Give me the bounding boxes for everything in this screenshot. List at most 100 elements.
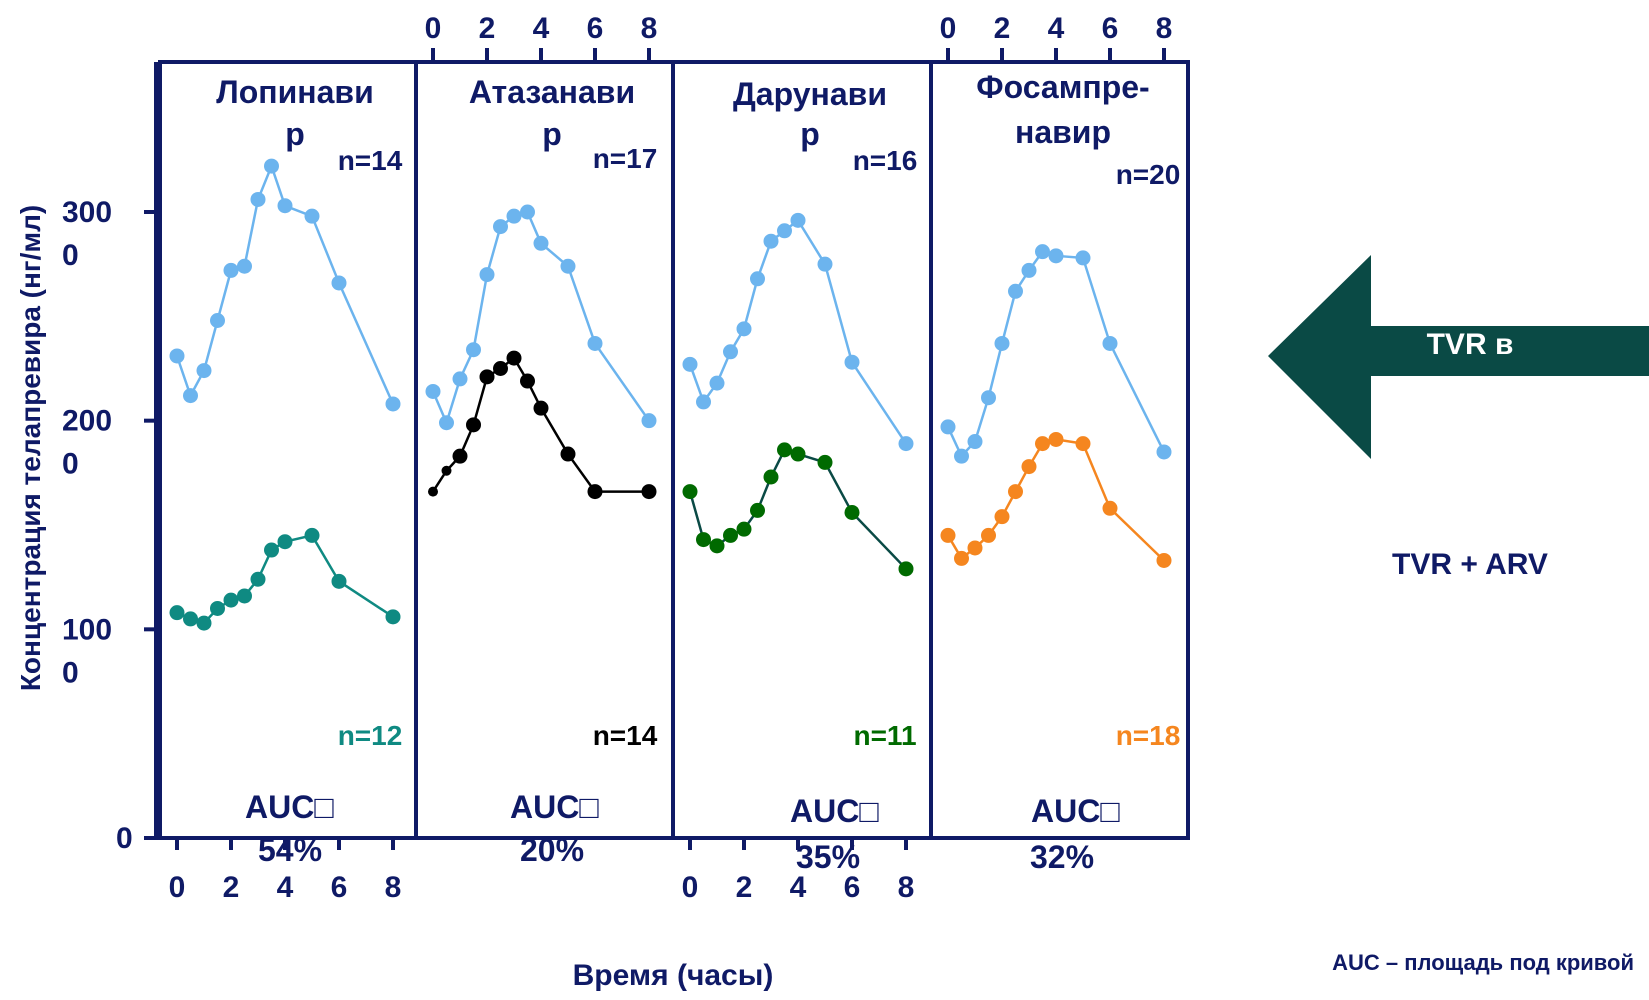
- data-point: [682, 356, 698, 372]
- data-point: [304, 527, 320, 543]
- data-point: [723, 527, 738, 543]
- data-point: [1035, 436, 1050, 452]
- data-point: [954, 448, 969, 464]
- data-point: [250, 571, 266, 587]
- data-point: [425, 383, 441, 399]
- data-point: [981, 390, 996, 406]
- data-point: [994, 335, 1010, 351]
- data-point: [452, 448, 468, 464]
- panel-title-line: р: [800, 116, 820, 152]
- data-point: [736, 321, 752, 337]
- data-point: [264, 158, 279, 174]
- x-tick-label-top: 2: [479, 12, 496, 45]
- panel-title-line: р: [542, 116, 562, 152]
- panel-title-line: навир: [1015, 114, 1111, 150]
- x-tick-label: 2: [736, 871, 753, 904]
- panel-title-line: р: [285, 116, 305, 152]
- x-tick-label-top: 0: [940, 12, 957, 45]
- data-point: [264, 542, 279, 558]
- data-point: [520, 373, 535, 389]
- data-point: [304, 208, 320, 224]
- y-axis-title: Концентрация телапревира (нг/мл): [15, 205, 46, 691]
- panel-title-line: Лопинави: [216, 74, 373, 110]
- data-point: [196, 363, 212, 379]
- data-point: [210, 313, 225, 329]
- data-point: [533, 400, 549, 416]
- data-point: [844, 504, 860, 520]
- series-n-label: n=14: [338, 145, 403, 176]
- data-point: [277, 534, 293, 550]
- data-point: [682, 484, 698, 500]
- data-point: [587, 484, 603, 500]
- x-tick-label-top: 4: [533, 12, 550, 45]
- series-n-label: n=12: [338, 720, 403, 751]
- data-point: [385, 396, 401, 412]
- x-tick-label-top: 6: [587, 12, 604, 45]
- data-point: [898, 436, 914, 452]
- data-point: [493, 219, 508, 235]
- data-point: [898, 561, 914, 577]
- x-tick-label-top: 4: [1048, 12, 1065, 45]
- data-point: [223, 262, 239, 278]
- panel-title-line: Дарунави: [733, 76, 887, 112]
- data-point: [1156, 444, 1172, 460]
- series-n-label: n=14: [593, 720, 658, 751]
- y-tick-label: 300: [62, 196, 112, 229]
- data-point: [1102, 335, 1118, 351]
- data-point: [736, 521, 752, 537]
- data-point: [750, 502, 765, 518]
- data-point: [237, 258, 252, 274]
- data-point: [967, 434, 983, 450]
- data-point: [641, 413, 657, 429]
- auc-value: 20%: [520, 832, 584, 868]
- data-point: [223, 592, 239, 608]
- data-point: [331, 573, 347, 589]
- data-point: [696, 394, 711, 410]
- series-n-label: n=11: [853, 720, 916, 751]
- data-point: [169, 348, 185, 364]
- data-point: [466, 342, 481, 358]
- x-axis-title: Время (часы): [573, 959, 774, 992]
- footnote: AUC – площадь под кривой: [1332, 950, 1634, 975]
- data-point: [723, 344, 738, 360]
- data-point: [994, 509, 1010, 525]
- data-point: [777, 442, 792, 458]
- annotation-arrow: [1268, 255, 1649, 459]
- y-tick-label-wrap: 0: [62, 448, 79, 481]
- data-point: [587, 335, 603, 351]
- series-line: [946, 250, 1166, 459]
- data-point: [1008, 283, 1023, 299]
- auc-value: 54%: [258, 832, 322, 868]
- y-tick-label-wrap: 0: [62, 656, 79, 689]
- auc-value: 32%: [1030, 839, 1094, 875]
- data-point: [763, 233, 779, 249]
- data-point: [1008, 484, 1023, 500]
- data-point: [763, 469, 779, 485]
- x-tick-label-top: 0: [425, 12, 442, 45]
- data-point: [385, 609, 401, 625]
- data-point: [817, 454, 833, 470]
- data-point: [709, 375, 725, 391]
- data-point: [1035, 244, 1050, 260]
- data-point: [493, 361, 508, 376]
- x-tick-label-top: 8: [1156, 12, 1173, 45]
- data-point: [560, 446, 576, 462]
- annotation-arrow-label-1: TVR в: [1427, 328, 1514, 361]
- data-point: [210, 600, 225, 616]
- y-tick-label: 200: [62, 405, 112, 438]
- series-line: [431, 210, 651, 427]
- data-point: [844, 354, 860, 370]
- data-point: [1048, 248, 1064, 264]
- auc-label: AUC□: [790, 793, 879, 829]
- data-point: [940, 527, 956, 543]
- x-tick-label: 6: [331, 871, 348, 904]
- data-point: [428, 486, 438, 497]
- auc-label: AUC□: [245, 789, 334, 825]
- data-point: [560, 258, 576, 274]
- data-point: [981, 527, 996, 543]
- auc-value: 35%: [796, 839, 860, 875]
- data-point: [452, 371, 468, 387]
- data-point: [954, 550, 969, 566]
- data-point: [277, 198, 293, 214]
- series-line: [946, 438, 1165, 562]
